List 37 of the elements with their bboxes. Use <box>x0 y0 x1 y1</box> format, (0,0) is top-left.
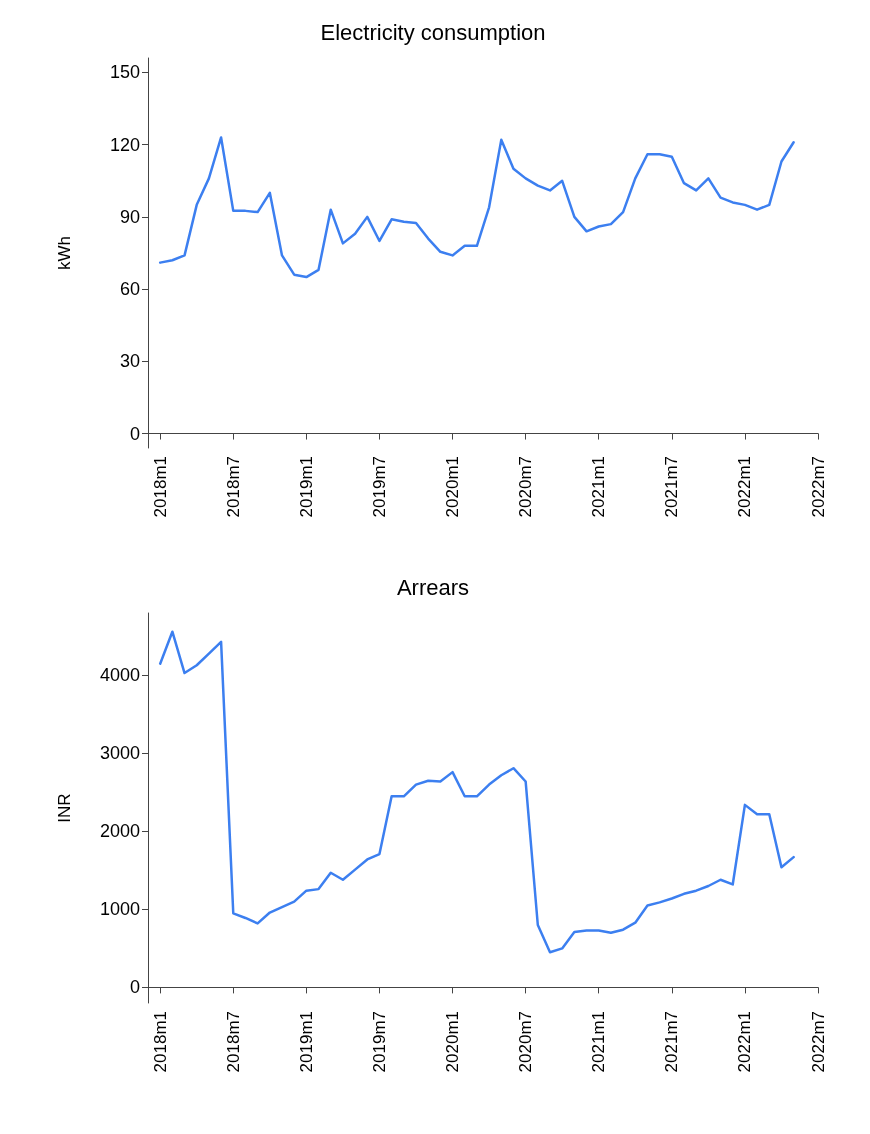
chart-title: Arrears <box>396 574 470 600</box>
x-tick-label: 2019m1 <box>296 456 316 518</box>
line-series <box>158 630 795 954</box>
line-series <box>158 136 795 279</box>
x-tick-label: 2018m1 <box>150 1011 170 1073</box>
x-tick-label: 2021m7 <box>662 456 682 518</box>
y-tick-label: 1000 <box>99 899 140 920</box>
x-tick-label: 2022m1 <box>735 1011 755 1073</box>
y-tick-label: 30 <box>119 351 140 372</box>
x-tick-label: 2019m7 <box>369 1011 389 1073</box>
y-tick-label: 150 <box>109 62 140 83</box>
x-tick-label: 2018m7 <box>223 456 243 518</box>
x-tick-label: 2019m1 <box>296 1011 316 1073</box>
x-tick-label: 2018m1 <box>150 456 170 518</box>
chart-title: Electricity consumption <box>320 19 546 45</box>
y-tick-label: 0 <box>129 977 140 998</box>
y-tick-label: 2000 <box>99 821 140 842</box>
x-tick-label: 2021m1 <box>589 1011 609 1073</box>
x-tick-label: 2020m1 <box>443 1011 463 1073</box>
y-tick-label: 3000 <box>99 743 140 764</box>
y-tick-label: 0 <box>129 423 140 444</box>
x-tick-label: 2022m7 <box>808 456 828 518</box>
y-axis-title: kWh <box>55 236 74 270</box>
x-tick-label: 2019m7 <box>369 456 389 518</box>
x-tick-label: 2022m1 <box>735 456 755 518</box>
y-axis-title: INR <box>55 793 74 823</box>
x-tick-label: 2020m1 <box>443 456 463 518</box>
y-tick-label: 4000 <box>99 665 140 686</box>
y-tick-label: 90 <box>119 206 140 227</box>
x-tick-label: 2021m7 <box>662 1011 682 1073</box>
y-tick-label: 120 <box>109 134 140 155</box>
x-tick-label: 2020m7 <box>516 456 536 518</box>
x-tick-label: 2018m7 <box>223 1011 243 1073</box>
y-tick-label: 60 <box>119 279 140 300</box>
x-tick-label: 2022m7 <box>808 1011 828 1073</box>
x-tick-label: 2021m1 <box>589 456 609 518</box>
x-tick-label: 2020m7 <box>516 1011 536 1073</box>
